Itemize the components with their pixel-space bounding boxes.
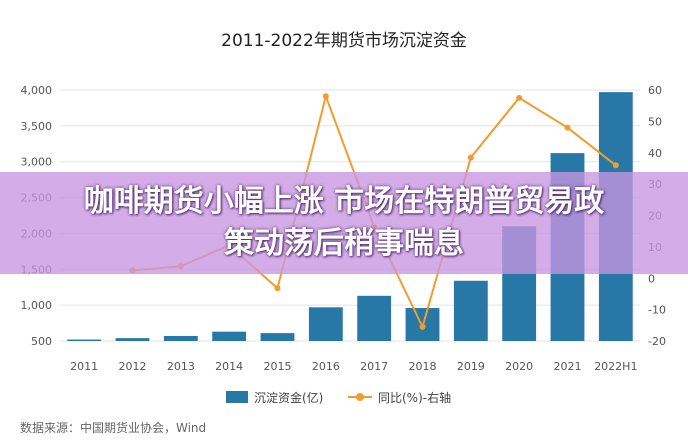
bar: [308, 307, 343, 341]
bar: [453, 280, 488, 341]
bar: [67, 339, 102, 341]
x-tick-label: 2021: [554, 360, 582, 373]
legend-line-marker: [356, 393, 364, 401]
x-tick-label: 2017: [360, 360, 388, 373]
left-tick-label: 500: [31, 335, 52, 348]
right-tick-label: -20: [648, 335, 666, 348]
bar: [357, 295, 392, 341]
left-tick-label: 4,000: [21, 84, 53, 97]
bar: [163, 335, 198, 341]
source-note: 数据来源：中国期货业协会，Wind: [20, 420, 206, 435]
x-tick-label: 2019: [457, 360, 485, 373]
line-point: [612, 162, 619, 169]
x-tick-label: 2013: [167, 360, 195, 373]
legend-line-label: 同比(%)-右轴: [378, 390, 451, 405]
right-tick-label: 50: [648, 115, 662, 128]
x-tick-label: 2015: [264, 360, 292, 373]
legend-bar-swatch: [226, 391, 248, 403]
headline-line-1: 咖啡期货小幅上涨 市场在特朗普贸易政: [83, 184, 605, 219]
headline-text: 咖啡期货小幅上涨 市场在特朗普贸易政 策动荡后稍事喘息: [34, 181, 654, 265]
chart-title: 2011-2022年期货市场沉淀资金: [221, 31, 467, 51]
right-tick-label: 0: [648, 272, 655, 285]
x-tick-label: 2022H1: [594, 360, 637, 373]
line-point: [564, 124, 571, 131]
left-tick-label: 1,000: [21, 299, 53, 312]
legend: 沉淀资金(亿) 同比(%)-右轴: [226, 390, 451, 405]
line-point: [516, 94, 523, 101]
left-tick-label: 3,500: [21, 120, 53, 133]
line-point: [322, 93, 329, 100]
bar: [260, 333, 295, 341]
headline-banner: 咖啡期货小幅上涨 市场在特朗普贸易政 策动荡后稍事喘息: [0, 172, 688, 274]
x-tick-label: 2012: [119, 360, 147, 373]
x-tick-label: 2016: [312, 360, 340, 373]
right-tick-label: 40: [648, 147, 662, 160]
headline-line-2: 策动荡后稍事喘息: [224, 226, 464, 261]
x-tick-label: 2018: [409, 360, 437, 373]
left-tick-label: 3,000: [21, 156, 53, 169]
x-tick-label: 2014: [215, 360, 243, 373]
x-tick-label: 2020: [505, 360, 533, 373]
line-point: [467, 154, 474, 161]
x-axis-ticks: 2011 2012 2013 2014 2015 2016 2017 2018 2019 2020…: [70, 360, 637, 373]
bar: [115, 338, 150, 341]
legend-bar-label: 沉淀资金(亿): [254, 390, 323, 405]
right-tick-label: -10: [648, 304, 666, 317]
x-tick-label: 2011: [70, 360, 98, 373]
bar: [212, 331, 247, 341]
right-tick-label: 60: [648, 84, 662, 97]
line-point: [274, 285, 281, 292]
line-point: [419, 323, 426, 330]
